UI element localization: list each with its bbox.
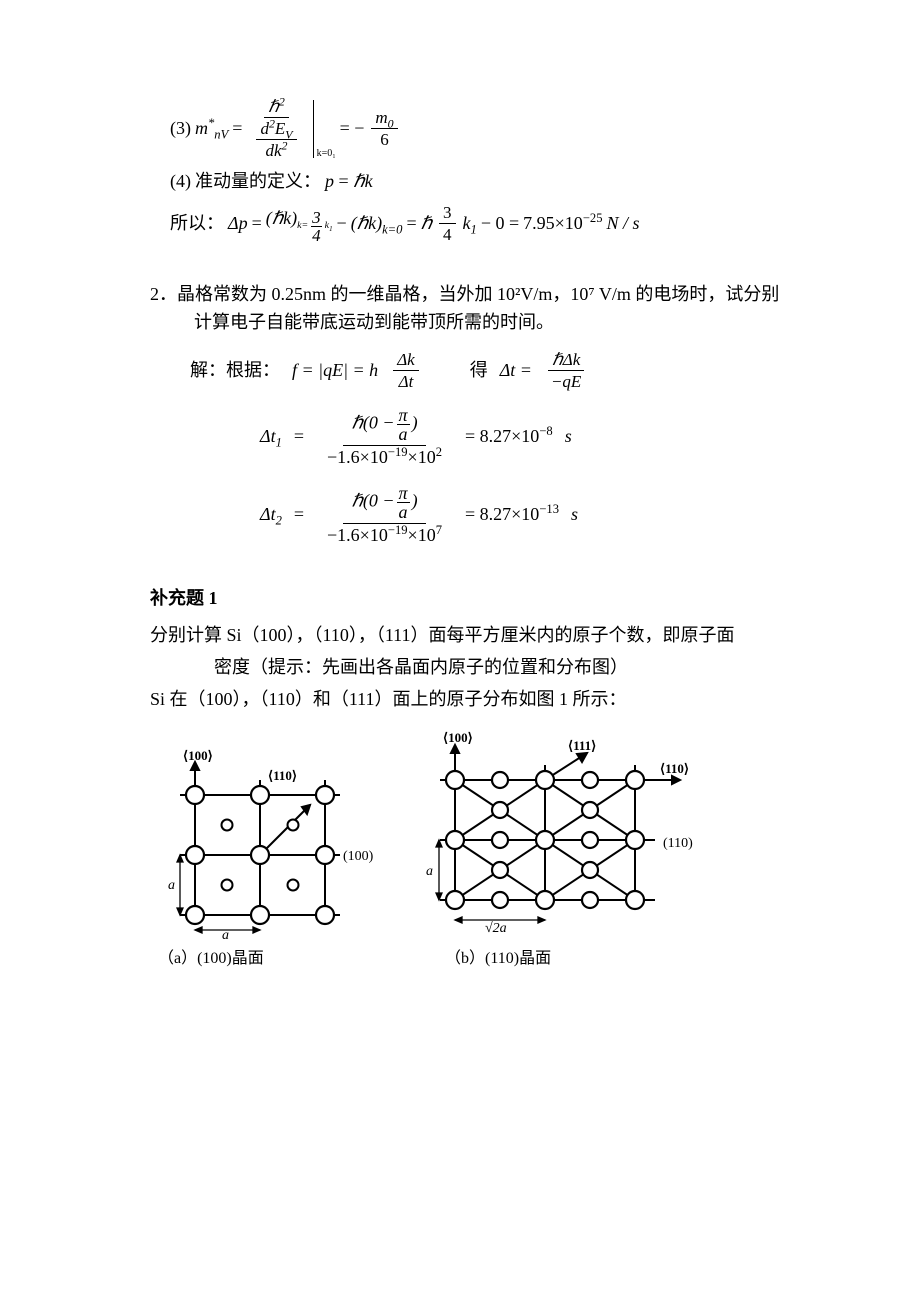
svg-text:(100): (100) xyxy=(343,849,374,864)
svg-text:a: a xyxy=(222,928,229,940)
svg-text:⟨100⟩: ⟨100⟩ xyxy=(443,730,473,745)
eq3-equals: = xyxy=(232,114,242,143)
problem-2-line2: 计算电子自能带底运动到能带顶所需的时间。 xyxy=(150,308,790,337)
diagram-110-svg: ⟨100⟩ ⟨111⟩ ⟨110⟩ (110) √2a a xyxy=(405,725,715,940)
sol2-dt-lhs: Δt = xyxy=(500,356,532,385)
svg-text:(110): (110) xyxy=(663,836,693,851)
sol2-get: 得 xyxy=(470,356,488,385)
svg-text:⟨110⟩: ⟨110⟩ xyxy=(268,768,297,783)
diagram-a: ⟨100⟩ ⟨110⟩ (100) a a （a）(100)晶面 xyxy=(150,740,375,972)
eq4b-term1: (ℏk)k=34k1 xyxy=(266,204,333,244)
equation-3: (3) m*nV = ℏ2 d2EV dk2 k=0₁ = − m0 6 xyxy=(170,98,790,159)
problem-2: 2．晶格常数为 0.25nm 的一维晶格，当外加 10²V/m，10⁷ V/m … xyxy=(150,280,790,338)
diagram-row: ⟨100⟩ ⟨110⟩ (100) a a （a）(100)晶面 xyxy=(150,725,790,972)
eq4b-term2: (ℏk)k=0 xyxy=(351,209,403,238)
eq4-formula: p = ℏk xyxy=(325,167,373,196)
equation-4-def: (4)准动量的定义： p = ℏk xyxy=(170,167,790,196)
supp-title: 补充题 1 xyxy=(150,584,790,613)
dt2-equation: Δt2 = ℏ(0 −πa) −1.6×10−19×107 = 8.27×10−… xyxy=(260,482,790,546)
problem-2-line1: 晶格常数为 0.25nm 的一维晶格，当外加 10²V/m，10⁷ V/m 的电… xyxy=(177,284,779,304)
sol2-f: f = |qE| = h xyxy=(292,356,378,385)
svg-text:a: a xyxy=(168,878,175,893)
svg-text:a: a xyxy=(426,864,433,879)
sol2-prefix: 解：根据： xyxy=(190,356,280,385)
supp-p1b: 密度（提示：先画出各晶面内原子的位置和分布图） xyxy=(150,653,790,682)
eq4-prefix: (4) xyxy=(170,167,191,196)
eq4-text: 准动量的定义： xyxy=(195,167,321,196)
eq3-prefix: (3) xyxy=(170,114,191,143)
eval-bar: k=0₁ xyxy=(313,100,314,158)
caption-a: （a）(100)晶面 xyxy=(150,946,264,972)
eq3-eq2: = − xyxy=(340,114,365,143)
solution-2-setup: 解：根据： f = |qE| = h Δk Δt 得 Δt = ℏΔk −qE xyxy=(190,351,790,390)
diagram-100-svg: ⟨100⟩ ⟨110⟩ (100) a a xyxy=(150,740,375,940)
eq4b-unit: N / s xyxy=(607,209,640,238)
diagram-b: ⟨100⟩ ⟨111⟩ ⟨110⟩ (110) √2a a （b）(110)晶面 xyxy=(405,725,715,972)
problem-2-num: 2． xyxy=(150,284,177,304)
caption-b: （b）(110)晶面 xyxy=(405,946,551,972)
eq4b-prefix: 所以： xyxy=(170,209,224,238)
eq4b-result: 7.95×10−25 xyxy=(523,209,602,238)
eq3-frac-rhs: m0 6 xyxy=(371,109,397,148)
dt1-equation: Δt1 = ℏ(0 −πa) −1.6×10−19×102 = 8.27×10−… xyxy=(260,404,790,468)
equation-4-result: 所以： Δp = (ℏk)k=34k1 − (ℏk)k=0 = ℏ 3 4 k1… xyxy=(170,204,790,244)
eq3-var: m*nV xyxy=(195,114,228,143)
svg-text:⟨111⟩: ⟨111⟩ xyxy=(568,738,596,753)
supp-p2: Si 在（100），（110）和（111）面上的原子分布如图 1 所示： xyxy=(150,685,790,714)
svg-text:⟨100⟩: ⟨100⟩ xyxy=(183,748,213,763)
svg-text:⟨110⟩: ⟨110⟩ xyxy=(660,761,689,776)
svg-text:√2a: √2a xyxy=(485,921,507,936)
eq3-frac1: ℏ2 d2EV dk2 xyxy=(249,98,303,159)
supp-p1: 分别计算 Si（100），（110），（111）面每平方厘米内的原子个数，即原子… xyxy=(150,621,790,650)
eq4b-dp: Δp xyxy=(228,209,248,238)
